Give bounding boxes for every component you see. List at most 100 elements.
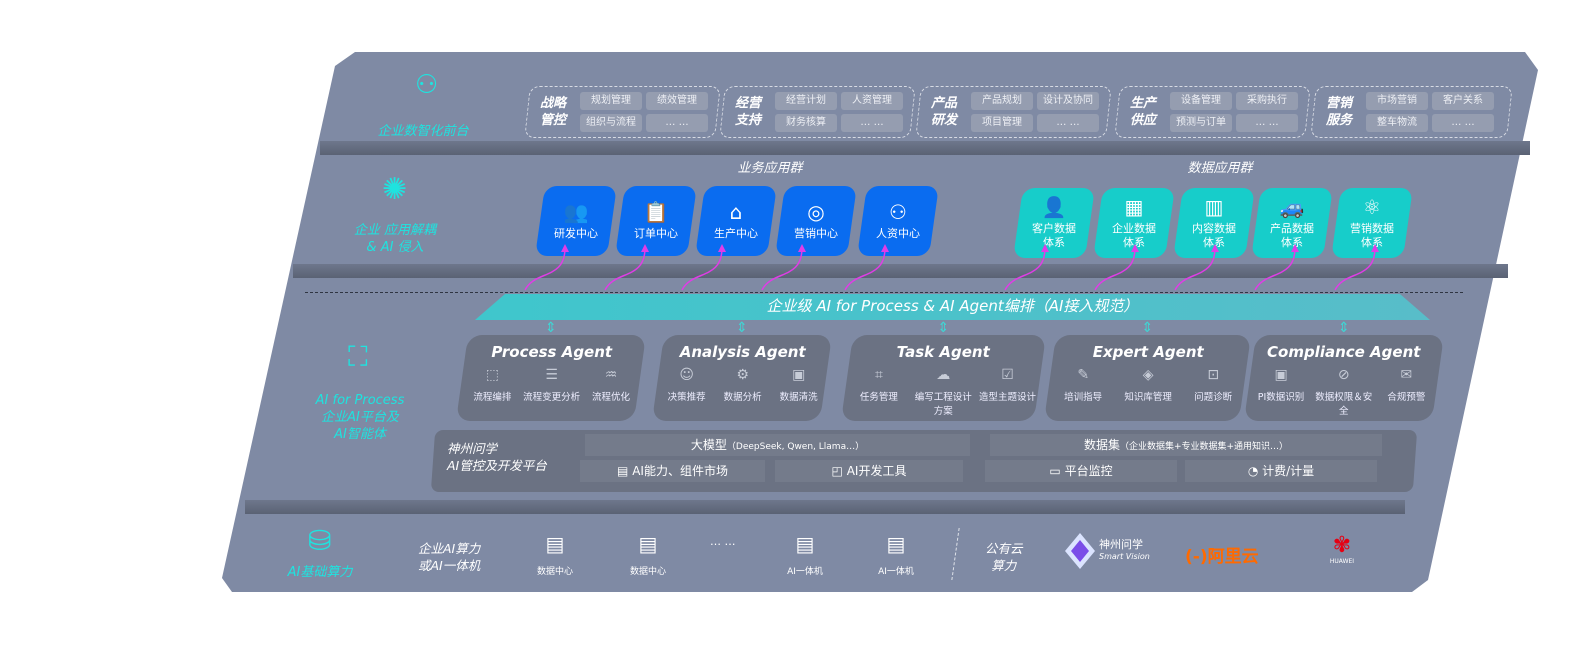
label-line: 公有云 [985, 541, 1023, 556]
ellipsis: … … [710, 535, 736, 548]
feature-icon: ⌗ [847, 367, 911, 383]
server-label: AI一体机 [878, 567, 914, 577]
feature-icon: ⊘ [1312, 367, 1375, 383]
agent-card[interactable]: Task Agent ⌗ 任务管理 ☁ 编写工程设计方案☑ 造型主题设计 [841, 335, 1046, 421]
monitor-icon: ▭ [1049, 464, 1064, 478]
label-line: 或AI一体机 [418, 558, 480, 573]
gauge-icon: ◔ [1248, 464, 1262, 478]
smartvision-logo: 神州问学Smart Vision [1065, 533, 1150, 569]
agent-feature: ⬚流程编排 [463, 367, 522, 403]
bidirectional-arrow-icon: ⇕ [1142, 320, 1154, 336]
feature-label: 流程变更分析 [523, 392, 580, 403]
dataset-note: （企业数据集+专业数据集+通用知识…） [1120, 442, 1288, 452]
platform-title-line: 神州问学 [447, 441, 497, 456]
logo-name: HUAWEI [1322, 558, 1362, 565]
agent-card[interactable]: Compliance Agent ▣PI数据识别⊘ 数据权限＆安全✉ 合规预警 [1244, 335, 1444, 421]
agent-feature: ☁ 编写工程设计方案 [911, 367, 975, 417]
connector-curve [762, 248, 802, 290]
label-line: 算力 [991, 558, 1016, 573]
server-icon: ▤ [618, 532, 678, 556]
agent-name: Expert Agent [1051, 343, 1246, 361]
agent-name: Compliance Agent [1250, 343, 1438, 361]
arrowhead [1371, 244, 1379, 252]
connector-curve [1335, 248, 1375, 290]
feature-label: 合规预警 [1387, 392, 1425, 403]
logo-sub: Smart Vision [1099, 551, 1150, 563]
server-item: ▤ 数据中心 [618, 532, 678, 577]
agent-card[interactable]: Process Agent⬚流程编排☰流程变更分析♒流程优化 [456, 335, 646, 421]
server-icon: ▤ [525, 532, 585, 556]
platform-cell[interactable]: ◔ 计费/计量 [1185, 460, 1377, 482]
dev-tool-icon: ◰ [832, 464, 847, 478]
feature-label: 任务管理 [860, 392, 898, 403]
face-scan-icon: ⛶ [348, 340, 368, 374]
feature-label: 流程编排 [473, 392, 511, 403]
server-label: 数据中心 [630, 567, 666, 577]
banner-text: 企业级 AI for Process & AI Agent编排（AI接入规范） [475, 294, 1430, 318]
cloud-compute-label: 公有云算力 [985, 540, 1023, 574]
agent-name: Process Agent [463, 343, 641, 361]
bidirectional-arrow-icon: ⇕ [736, 320, 748, 336]
logo-name: 神州问学 [1099, 539, 1150, 551]
agent-feature: ✎ 培训指导 [1051, 367, 1116, 403]
aliyun-logo-mark: (-) [1185, 547, 1208, 567]
feature-icon: ◈ [1116, 367, 1181, 383]
arrowhead [1131, 244, 1139, 252]
feature-label: 培训指导 [1064, 392, 1102, 403]
feature-icon: ☺ [659, 367, 715, 383]
agent-feature: ◈ 知识库管理 [1116, 367, 1181, 403]
arrowhead [881, 244, 889, 252]
feature-icon: ▣ [1250, 367, 1313, 383]
agent-feature: ☰流程变更分析 [522, 367, 581, 403]
agent-feature: ⚙ 数据分析 [715, 367, 771, 403]
bidirectional-arrow-icon: ⇕ [545, 320, 557, 336]
server-item: ▤AI一体机 [866, 532, 926, 577]
agent-feature: ▣PI数据识别 [1250, 367, 1313, 417]
feature-label: 数据分析 [724, 392, 762, 403]
feature-label: 数据权限＆安全 [1315, 392, 1372, 417]
feature-icon: ☁ [911, 367, 975, 383]
agent-card[interactable]: Analysis Agent☺决策推荐⚙数据分析▣数据清洗 [652, 335, 832, 421]
platform-title: 神州问学AI管控及开发平台 [447, 440, 547, 474]
feature-icon: ✎ [1051, 367, 1116, 383]
agent-card[interactable]: Expert Agent ✎ 培训指导 ◈ 知识库管理 ⊡问题诊断 [1044, 335, 1251, 421]
cell-label: AI能力、组件市场 [632, 464, 728, 478]
agent-feature: ☑ 造型主题设计 [975, 367, 1039, 417]
server-label: 数据中心 [537, 567, 573, 577]
feature-icon: ✉ [1375, 367, 1438, 383]
feature-label: 数据清洗 [780, 392, 818, 403]
cell-label: 计费/计量 [1262, 464, 1314, 478]
server-item: ▤ 数据中心 [525, 532, 585, 577]
connector-curve [845, 248, 885, 290]
agent-name: Task Agent [847, 343, 1040, 361]
layer-label-infra: AI基础算力 [270, 564, 370, 581]
server-icon: ▤ [775, 532, 835, 556]
local-compute-label: 企业AI算力或AI一体机 [418, 540, 480, 574]
feature-label: 知识库管理 [1124, 392, 1172, 403]
feature-icon: ☑ [975, 367, 1039, 383]
feature-label: 造型主题设计 [979, 392, 1036, 403]
feature-icon: ⚙ [715, 367, 771, 383]
smartvision-logo-mark [1065, 533, 1095, 569]
feature-label: 编写工程设计方案 [915, 392, 972, 417]
arrowhead [1291, 244, 1299, 252]
platform-cell[interactable]: ▤ AI能力、组件市场 [580, 460, 765, 482]
connector-curve [605, 248, 645, 290]
cell-label: AI开发工具 [847, 464, 907, 478]
layer-label-ai: AI for Process企业AI平台及AI智能体 [295, 392, 425, 443]
connector-curve [682, 248, 722, 290]
feature-icon: ♒ [581, 367, 640, 383]
market-icon: ▤ [617, 464, 632, 478]
platform-cell[interactable]: ▭ 平台监控 [985, 460, 1177, 482]
dataset-label: 数据集 [1084, 438, 1120, 452]
model-note: （DeepSeek, Qwen, Llama…） [727, 442, 864, 452]
agent-feature: ⊡问题诊断 [1181, 367, 1246, 403]
connector-curve [1175, 248, 1215, 290]
feature-label: 问题诊断 [1194, 392, 1232, 403]
label-line: 企业AI算力 [418, 541, 480, 556]
platform-cell[interactable]: ◰ AI开发工具 [775, 460, 963, 482]
model-row: 大模型（DeepSeek, Qwen, Llama…） [585, 434, 970, 456]
feature-label: 决策推荐 [668, 392, 706, 403]
huawei-logo: ✾ HUAWEI [1322, 534, 1362, 565]
agent-feature: ▣数据清洗 [771, 367, 827, 403]
